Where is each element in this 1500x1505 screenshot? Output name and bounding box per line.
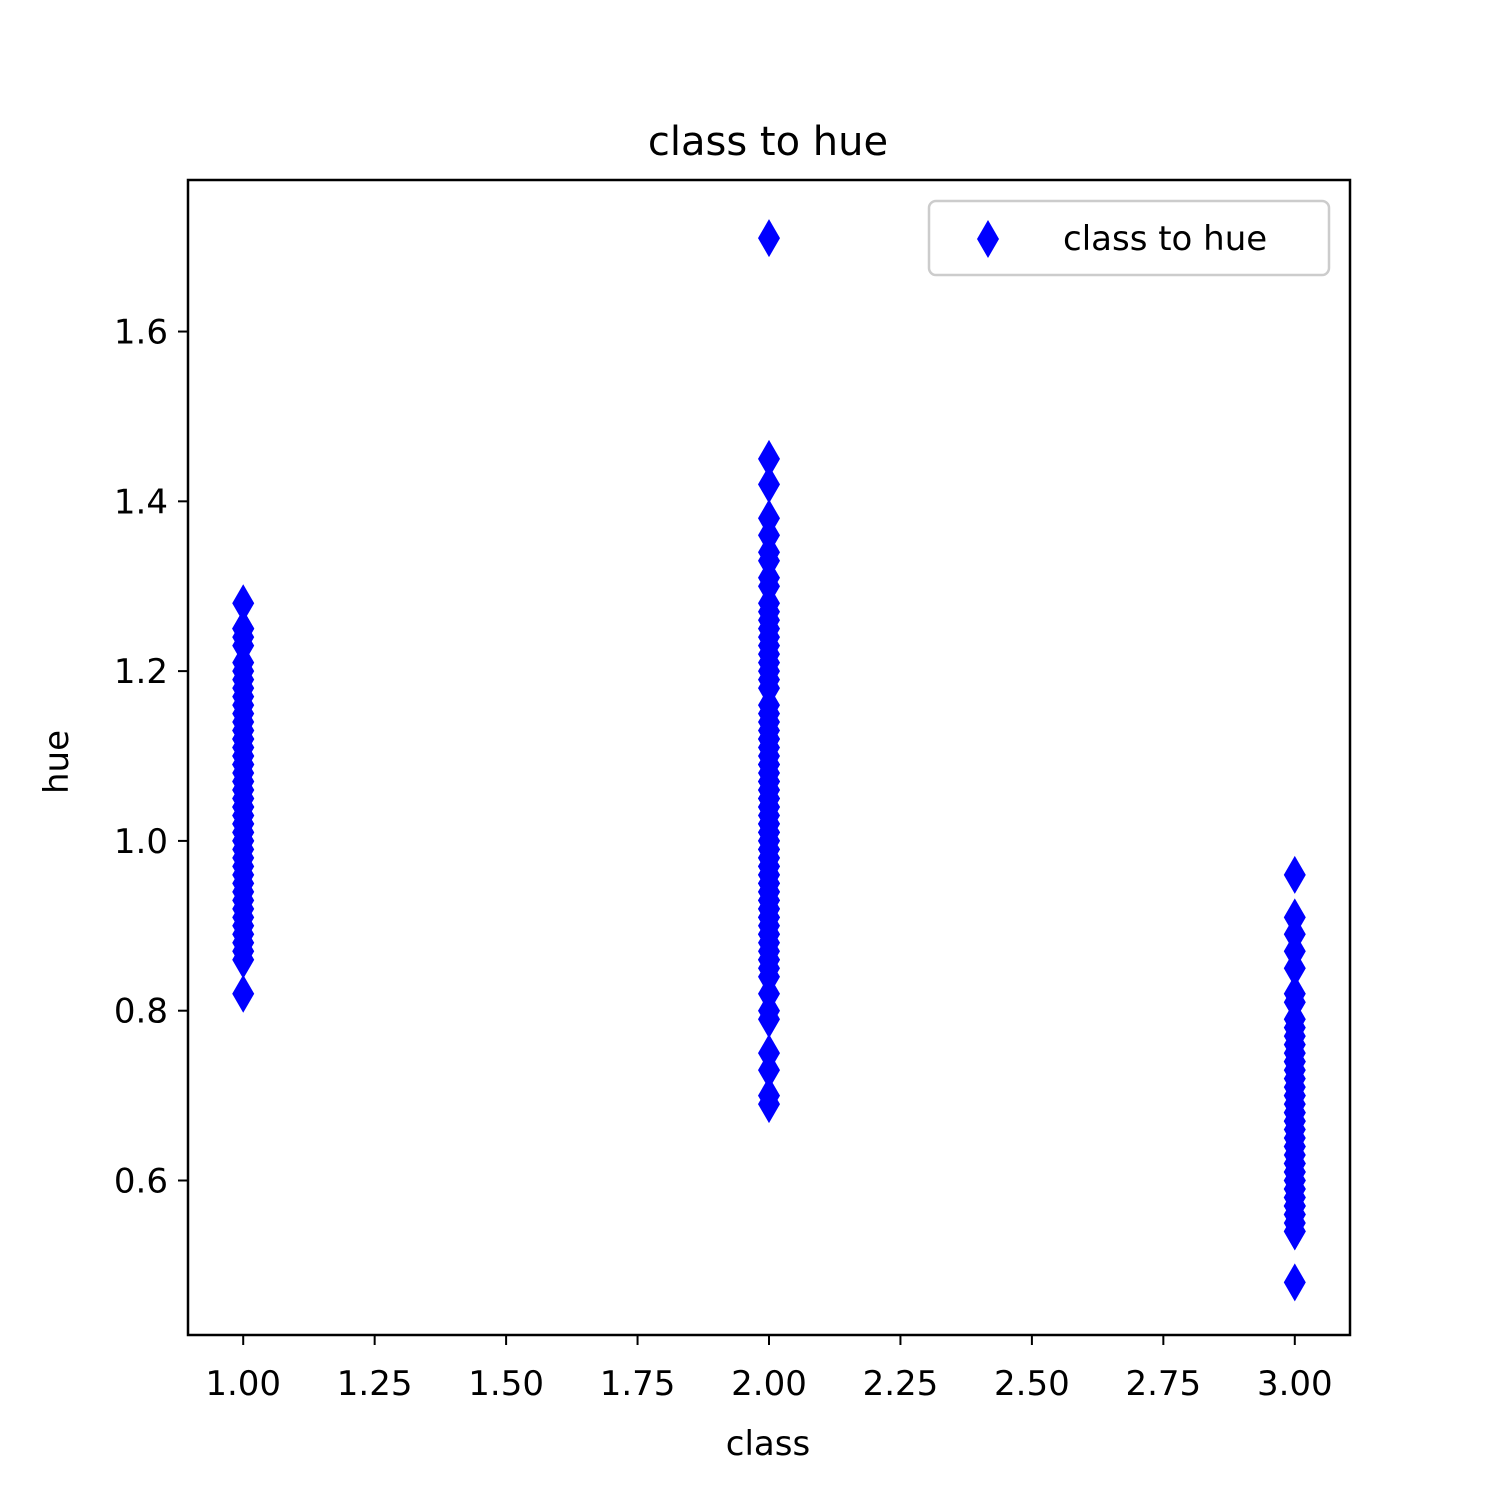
data-point: [232, 847, 255, 886]
legend-marker: [977, 220, 999, 258]
data-point: [758, 847, 780, 886]
data-point: [232, 872, 255, 911]
data-point: [1283, 898, 1306, 937]
x-axis-label: class: [726, 1424, 810, 1464]
data-point: [758, 915, 780, 954]
y-tick-label: 0.6: [114, 1161, 168, 1201]
y-tick-label: 1.4: [114, 482, 168, 522]
legend-label: class to hue: [1063, 219, 1267, 259]
points-layer: [232, 219, 1306, 1302]
legend-frame: [927, 199, 1331, 277]
data-point: [758, 762, 780, 801]
data-point: [232, 643, 255, 682]
y-tick-label: 1.0: [114, 822, 168, 862]
data-point: [758, 499, 780, 538]
data-point: [232, 703, 255, 742]
x-tick-label: 1.50: [468, 1364, 544, 1404]
x-tick-label: 3.00: [1257, 1364, 1333, 1404]
data-point: [758, 813, 780, 852]
chart-title: class to hue: [648, 119, 888, 165]
data-point: [758, 567, 780, 606]
data-point: [1283, 1263, 1306, 1302]
x-tick-label: 1.75: [600, 1364, 676, 1404]
data-point: [758, 889, 780, 928]
y-tick-label: 0.8: [114, 992, 168, 1032]
data-point: [1283, 1144, 1306, 1183]
legend: class to hue: [927, 199, 1331, 277]
data-point: [758, 643, 780, 682]
data-point: [758, 1034, 780, 1073]
x-axis: 1.00 1.25 1.50 1.75 2.00 2.25 2.50 2.75 3.00: [205, 1335, 1333, 1404]
data-point: [1283, 1000, 1306, 1039]
y-tick-label: 1.6: [114, 313, 168, 353]
data-point: [758, 940, 780, 979]
x-tick-label: 2.25: [863, 1364, 939, 1404]
data-point: [758, 601, 780, 640]
data-point: [758, 219, 780, 258]
y-axis: 0.6 0.8 1.0 1.2 1.4 1.6: [114, 313, 188, 1201]
x-tick-label: 2.75: [1125, 1364, 1201, 1404]
data-point: [758, 439, 780, 478]
y-tick-label: 1.2: [114, 652, 168, 692]
data-point: [758, 465, 780, 504]
data-point: [232, 728, 255, 767]
data-point: [232, 932, 255, 971]
x-tick-label: 1.00: [205, 1364, 281, 1404]
data-point: [232, 618, 255, 657]
data-point: [1283, 1042, 1306, 1081]
data-point: [232, 974, 255, 1013]
x-tick-label: 2.50: [994, 1364, 1070, 1404]
x-tick-label: 1.25: [337, 1364, 413, 1404]
data-point: [1283, 1093, 1306, 1132]
y-axis-label: hue: [37, 730, 77, 794]
data-point: [232, 821, 255, 860]
data-point: [232, 584, 255, 623]
data-point: [758, 533, 780, 572]
data-point: [758, 703, 780, 742]
data-point: [758, 1085, 780, 1124]
data-point: [1283, 1186, 1306, 1225]
data-point: [1283, 855, 1306, 894]
data-point: [758, 991, 780, 1030]
data-point: [758, 669, 780, 708]
data-point: [232, 770, 255, 809]
x-tick-label: 2.00: [731, 1364, 807, 1404]
data-point: [1283, 932, 1306, 971]
data-point: [232, 906, 255, 945]
